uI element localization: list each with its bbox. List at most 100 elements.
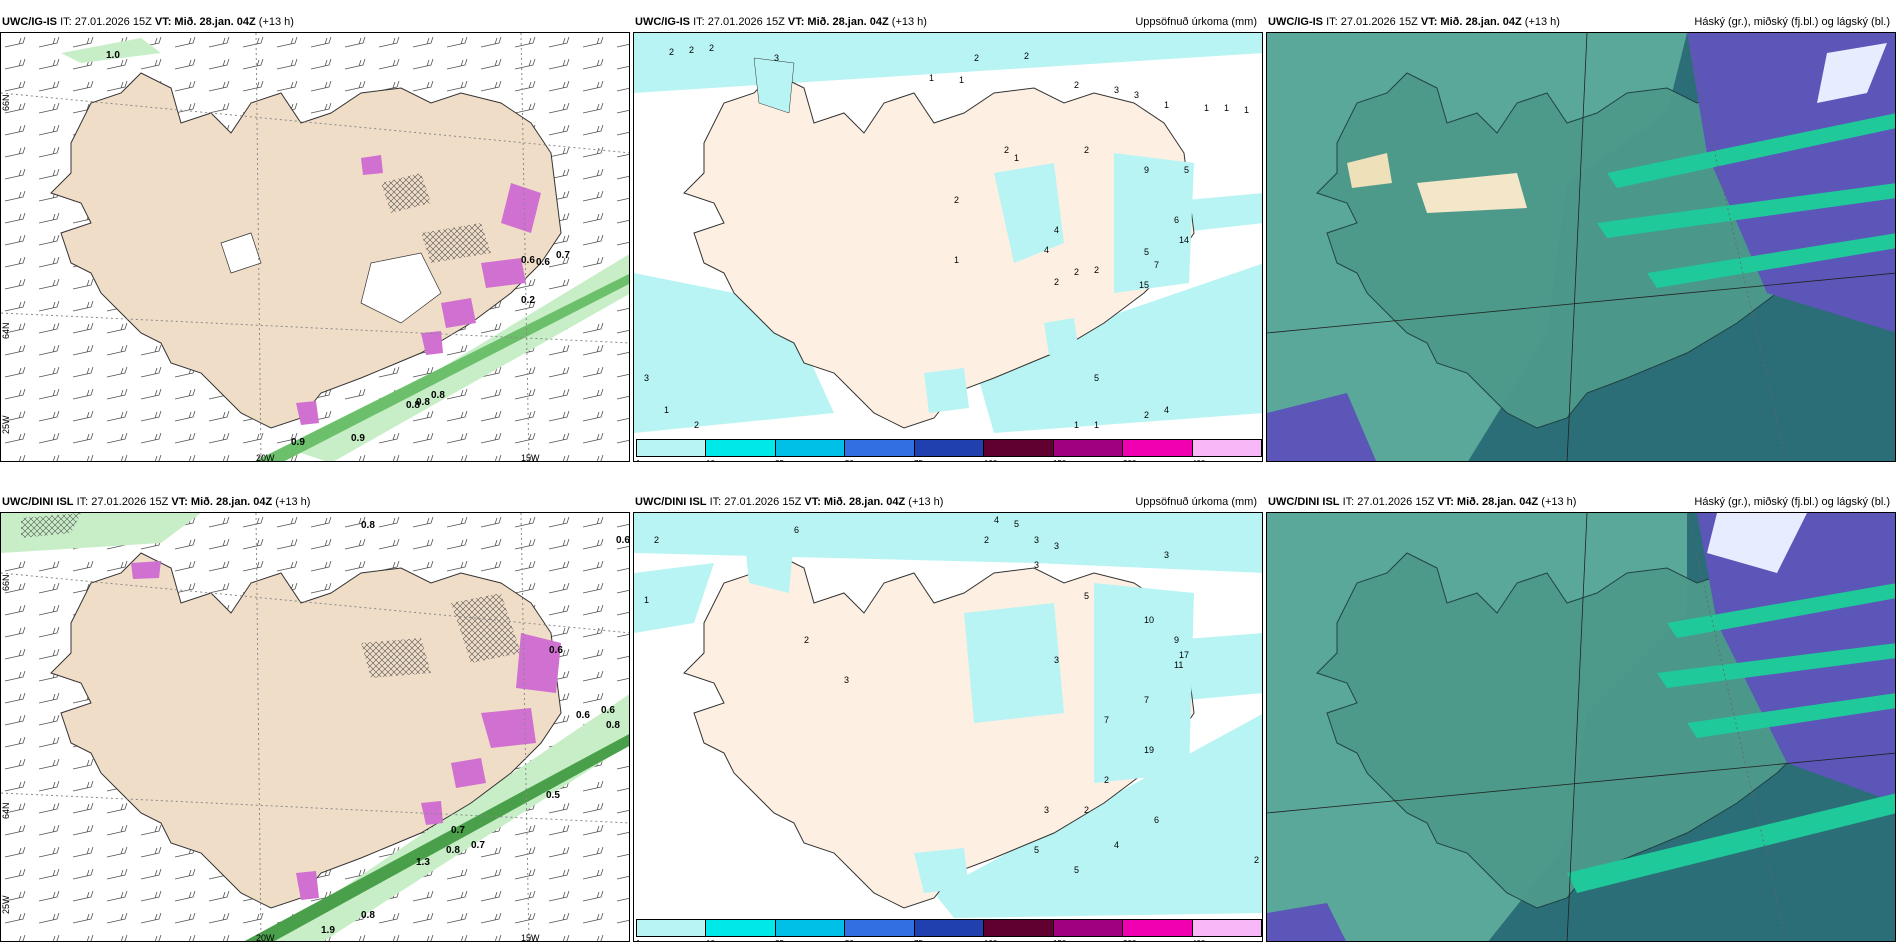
svg-text:4: 4 bbox=[1114, 840, 1119, 850]
colorbar-segment bbox=[845, 440, 915, 456]
colorbar-segment bbox=[1192, 920, 1261, 936]
issue-time: IT: 27.01.2026 15Z bbox=[60, 16, 152, 28]
panel-header: UWC/DINI ISL IT: 27.01.2026 15Z VT: Mið.… bbox=[2, 494, 628, 510]
colorbar-segment bbox=[706, 920, 776, 936]
svg-text:6: 6 bbox=[1154, 815, 1159, 825]
svg-text:0.8: 0.8 bbox=[361, 910, 375, 921]
precip-colorbar bbox=[636, 919, 1262, 937]
svg-text:5: 5 bbox=[1074, 865, 1079, 875]
svg-text:3: 3 bbox=[644, 373, 649, 383]
valid-label: VT: bbox=[171, 496, 188, 508]
svg-text:17: 17 bbox=[1179, 650, 1189, 660]
svg-text:2: 2 bbox=[1084, 805, 1089, 815]
lead-time: (+13 h) bbox=[1524, 16, 1560, 28]
svg-text:4: 4 bbox=[1164, 405, 1169, 415]
lat-label: 66N bbox=[1, 574, 11, 591]
svg-text:2: 2 bbox=[1074, 80, 1079, 90]
model-name: UWC/IG-IS bbox=[635, 16, 690, 28]
svg-text:2: 2 bbox=[669, 47, 674, 57]
svg-text:6: 6 bbox=[1174, 215, 1179, 225]
svg-text:2: 2 bbox=[974, 53, 979, 63]
lat-label: 64N bbox=[1, 802, 11, 819]
svg-text:3: 3 bbox=[1054, 541, 1059, 551]
svg-text:0.2: 0.2 bbox=[521, 295, 535, 306]
panel-cloud-bottom: UWC/DINI ISL IT: 27.01.2026 15Z VT: Mið.… bbox=[1266, 494, 1896, 942]
panel-precip-top: UWC/IG-IS IT: 27.01.2026 15Z VT: Mið. 28… bbox=[633, 14, 1263, 462]
panel-header: UWC/DINI ISL IT: 27.01.2026 15Z VT: Mið.… bbox=[1268, 494, 1894, 510]
panel-wind-bottom: UWC/DINI ISL IT: 27.01.2026 15Z VT: Mið.… bbox=[0, 494, 630, 942]
issue-time: IT: 27.01.2026 15Z bbox=[709, 496, 802, 508]
valid-label: VT: bbox=[787, 16, 805, 28]
cloud-title: Háský (gr.), miðský (fj.bl.) og lágský (… bbox=[1694, 16, 1890, 28]
lat-label: 66N bbox=[1, 94, 11, 111]
svg-text:3: 3 bbox=[1114, 85, 1119, 95]
svg-text:6: 6 bbox=[794, 525, 799, 535]
panel-header: UWC/IG-IS IT: 27.01.2026 15Z VT: Mið. 28… bbox=[2, 14, 628, 30]
svg-text:3: 3 bbox=[1164, 550, 1169, 560]
svg-text:2: 2 bbox=[694, 420, 699, 430]
svg-text:2: 2 bbox=[1084, 145, 1089, 155]
svg-text:1: 1 bbox=[954, 255, 959, 265]
svg-text:2: 2 bbox=[1254, 855, 1259, 865]
precip-map: 2 2 2 3 1 1 2 2 2 3 3 1 1 1 1 1 2 2 2 9 bbox=[633, 32, 1263, 462]
precip-map-svg: 2 2 2 3 1 1 2 2 2 3 3 1 1 1 1 1 2 2 2 9 bbox=[634, 33, 1262, 461]
svg-text:3: 3 bbox=[1134, 90, 1139, 100]
svg-text:2: 2 bbox=[954, 195, 959, 205]
svg-text:0.8: 0.8 bbox=[361, 520, 375, 531]
colorbar-segment bbox=[1053, 440, 1124, 456]
colorbar-segment bbox=[914, 920, 985, 936]
svg-text:1: 1 bbox=[1074, 420, 1079, 430]
cloud-title: Háský (gr.), miðský (fj.bl.) og lágský (… bbox=[1694, 496, 1890, 508]
colorbar-segment bbox=[637, 920, 707, 936]
valid-label: VT: bbox=[1420, 16, 1438, 28]
precip-values: 2 6 4 5 3 3 3 5 10 9 11 17 19 2 3 7 7 2 … bbox=[644, 515, 1259, 875]
valid-time: Mið. 28.jan. 04Z bbox=[174, 16, 256, 28]
svg-text:0.5: 0.5 bbox=[546, 790, 560, 801]
valid-label: VT: bbox=[804, 496, 821, 508]
svg-text:2: 2 bbox=[1024, 51, 1029, 61]
svg-text:4: 4 bbox=[994, 515, 999, 525]
svg-text:1: 1 bbox=[959, 75, 964, 85]
svg-text:4: 4 bbox=[1054, 225, 1059, 235]
lead-time: (+13 h) bbox=[275, 496, 311, 508]
wind-map: 0.6 0.7 0.6 0.2 0.8 0.8 0.8 0.9 0.9 1.0 … bbox=[0, 32, 630, 462]
model-name: UWC/IG-IS bbox=[2, 16, 57, 28]
svg-text:9: 9 bbox=[1144, 165, 1149, 175]
svg-text:2: 2 bbox=[689, 45, 694, 55]
svg-text:0.8: 0.8 bbox=[406, 400, 420, 411]
svg-text:0.9: 0.9 bbox=[351, 433, 365, 444]
panel-cloud-top: UWC/IG-IS IT: 27.01.2026 15Z VT: Mið. 28… bbox=[1266, 14, 1896, 462]
svg-text:0.6: 0.6 bbox=[536, 257, 550, 268]
svg-text:9: 9 bbox=[1174, 635, 1179, 645]
precip-map: 2 6 4 5 3 3 3 5 10 9 11 17 19 2 3 7 7 2 … bbox=[633, 512, 1263, 942]
svg-text:5: 5 bbox=[1094, 373, 1099, 383]
svg-text:1.9: 1.9 bbox=[321, 925, 335, 936]
svg-text:1: 1 bbox=[664, 405, 669, 415]
svg-text:7: 7 bbox=[1154, 260, 1159, 270]
wind-map-svg: 0.8 0.6 0.6 0.6 0.8 0.6 0.5 0.7 0.8 0.7 … bbox=[1, 513, 630, 941]
svg-text:0.6: 0.6 bbox=[616, 535, 630, 546]
cloud-map bbox=[1266, 32, 1896, 462]
svg-text:2: 2 bbox=[1054, 277, 1059, 287]
lat-label: 64N bbox=[1, 322, 11, 339]
lon-label: 25W bbox=[1, 415, 11, 434]
svg-text:3: 3 bbox=[1034, 535, 1039, 545]
svg-text:3: 3 bbox=[1054, 655, 1059, 665]
svg-text:4: 4 bbox=[1044, 245, 1049, 255]
colorbar-segment bbox=[637, 440, 707, 456]
lead-time: (+13 h) bbox=[908, 496, 944, 508]
lon-label: 20W bbox=[256, 453, 275, 462]
svg-text:5: 5 bbox=[1184, 165, 1189, 175]
svg-text:1: 1 bbox=[929, 73, 934, 83]
svg-text:0.6: 0.6 bbox=[521, 255, 535, 266]
colorbar-segment bbox=[1053, 920, 1124, 936]
svg-text:3: 3 bbox=[774, 53, 779, 63]
panel-header: UWC/IG-IS IT: 27.01.2026 15Z VT: Mið. 28… bbox=[1268, 14, 1894, 30]
svg-text:2: 2 bbox=[804, 635, 809, 645]
precip-map-svg: 2 6 4 5 3 3 3 5 10 9 11 17 19 2 3 7 7 2 … bbox=[634, 513, 1262, 941]
svg-text:5: 5 bbox=[1084, 591, 1089, 601]
svg-text:7: 7 bbox=[1104, 715, 1109, 725]
panel-header: UWC/DINI ISL IT: 27.01.2026 15Z VT: Mið.… bbox=[635, 494, 1261, 510]
wind-value-labels: 0.8 0.6 0.6 0.6 0.8 0.6 0.5 0.7 0.8 0.7 … bbox=[321, 520, 630, 936]
svg-text:0.8: 0.8 bbox=[431, 390, 445, 401]
